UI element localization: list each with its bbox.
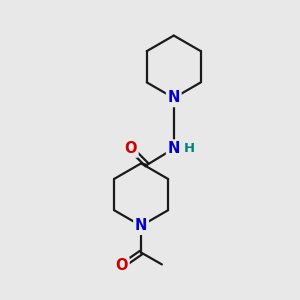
Text: O: O — [116, 258, 128, 273]
Text: N: N — [168, 141, 180, 156]
Text: N: N — [135, 218, 147, 233]
Text: O: O — [124, 141, 137, 156]
Text: N: N — [168, 91, 180, 106]
Text: H: H — [184, 142, 195, 155]
